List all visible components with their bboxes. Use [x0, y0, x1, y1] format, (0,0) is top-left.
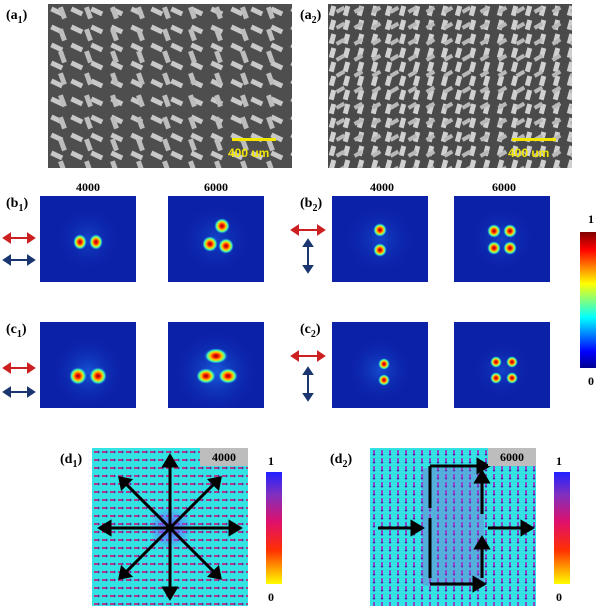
polarization-arrows-c1 — [2, 362, 36, 398]
vector-colorbar-d2 — [554, 472, 570, 584]
red-horizontal-arrow-icon — [2, 232, 36, 244]
colorbar-max-label: 1 — [588, 212, 594, 226]
intensity-panel-c2-6000 — [454, 322, 550, 408]
scale-text-a2: 400 um — [508, 146, 550, 160]
sem-pattern-a2 — [328, 4, 572, 168]
sem-pattern-a1 — [48, 4, 292, 168]
panel-label-a1: (a1) — [6, 8, 28, 26]
blue-vertical-arrow-icon — [302, 238, 314, 274]
vector-field-d2 — [370, 448, 536, 606]
vector-scale-max-d1: 1 — [268, 454, 274, 468]
panel-label-c1: (c1) — [6, 322, 27, 340]
col-header-b1-4000: 4000 — [76, 180, 100, 194]
blue-horizontal-arrow-icon — [2, 254, 36, 266]
blue-vertical-arrow-icon — [302, 366, 314, 402]
intensity-panel-b2-4000 — [332, 196, 428, 282]
scale-bar-a2 — [512, 138, 556, 141]
intensity-panel-b1-6000 — [168, 196, 264, 282]
intensity-panel-b1-4000 — [40, 196, 136, 282]
red-horizontal-arrow-icon — [2, 362, 36, 374]
polarization-arrows-b1 — [2, 232, 36, 266]
sem-image-a1 — [48, 4, 292, 168]
vector-scale-min-d2: 0 — [556, 590, 562, 604]
blue-horizontal-arrow-icon — [2, 386, 36, 398]
panel-label-b1: (b1) — [6, 196, 29, 214]
sem-image-a2 — [328, 4, 572, 168]
red-horizontal-arrow-icon — [290, 350, 326, 362]
panel-label-b2: (b2) — [300, 196, 323, 214]
col-header-b2-6000: 6000 — [492, 180, 516, 194]
polarization-arrows-b2 — [290, 224, 326, 274]
col-header-b2-4000: 4000 — [370, 180, 394, 194]
vector-scale-min-d1: 0 — [268, 590, 274, 604]
intensity-panel-b2-6000 — [454, 196, 550, 282]
jet-colorbar — [580, 232, 596, 368]
scale-text-a1: 400 um — [228, 146, 270, 160]
intensity-panel-c1-4000 — [40, 322, 136, 408]
colorbar-min-label: 0 — [588, 374, 594, 388]
panel-label-d2: (d2) — [330, 452, 353, 470]
vector-scale-max-d2: 1 — [556, 454, 562, 468]
panel-label-d1: (d1) — [60, 452, 83, 470]
vector-tag-d1: 4000 — [200, 448, 248, 466]
red-horizontal-arrow-icon — [290, 224, 326, 236]
panel-label-a2: (a2) — [300, 8, 322, 26]
panel-label-c2: (c2) — [300, 322, 321, 340]
vector-colorbar-d1 — [266, 472, 282, 584]
intensity-panel-c1-6000 — [168, 322, 264, 408]
polarization-arrows-c2 — [290, 350, 326, 402]
intensity-panel-c2-4000 — [332, 322, 428, 408]
scale-bar-a1 — [232, 138, 276, 141]
vector-field-d1 — [92, 448, 248, 606]
col-header-b1-6000: 6000 — [204, 180, 228, 194]
vector-tag-d2: 6000 — [488, 448, 536, 466]
